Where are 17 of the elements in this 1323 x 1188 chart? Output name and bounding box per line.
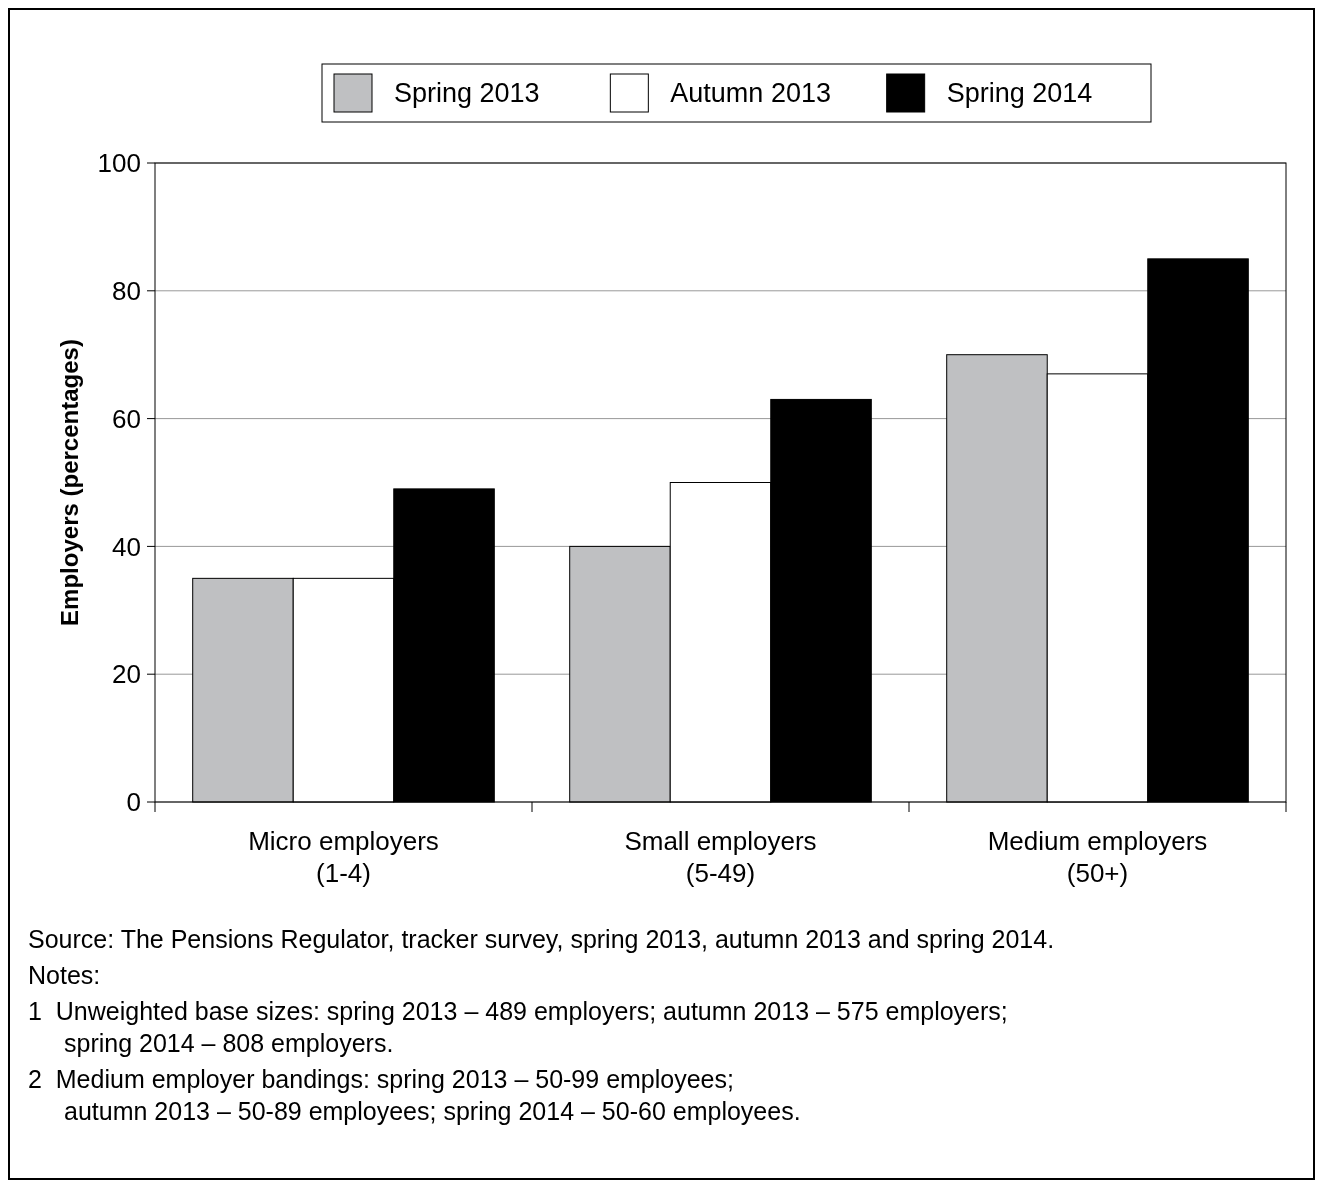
y-tick-label: 80 (112, 275, 141, 306)
x-tick-label: Medium employers (50+) (987, 826, 1208, 888)
text: 1 Unweighted base sizes: spring 2013 – 489 employers; autumn 2013 – 575 employers; spring 2014 – 808 employers. (28, 997, 1008, 1057)
y-tick-label: 40 (112, 531, 141, 562)
y-axis-title: Employers (percentages) (56, 339, 83, 626)
text: Notes: (28, 961, 101, 989)
legend-label: Spring 2013 (394, 78, 540, 109)
text: 2 Medium employer bandings: spring 2013 – 50-99 employees; autumn 2013 – 50-89 employees; spring 2014 – 50-60 employees. (28, 1065, 801, 1125)
legend-label: Spring 2014 (946, 78, 1093, 109)
source-note: Source: The Pensions Regulator, tracker survey, spring 2013, autumn 2013 and spring 2014. (28, 925, 1055, 953)
legend-label: Autumn 2013 (670, 78, 831, 109)
x-tick-label: Micro employers (1-4) (248, 826, 439, 888)
x-tick-label: Small employers (5-49) (624, 826, 817, 888)
y-tick-label: 20 (112, 659, 141, 690)
y-tick-label: 0 (126, 787, 141, 818)
y-tick-label: 60 (112, 403, 141, 434)
y-tick-label: 100 (97, 148, 141, 179)
